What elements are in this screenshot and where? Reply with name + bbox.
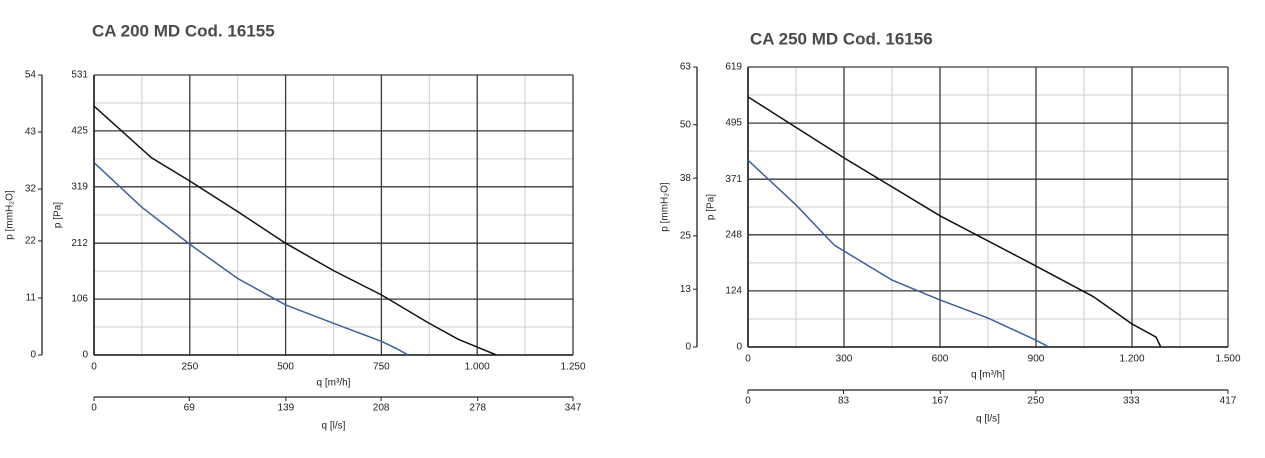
y2-tick-label: 63 (680, 62, 692, 73)
curve (747, 159, 1050, 348)
x-tick-label: 300 (836, 354, 853, 365)
chart-title: CA 200 MD Cod. 16155 (92, 21, 275, 40)
y-tick-label: 619 (725, 62, 742, 73)
x-tick-label: 1.250 (560, 362, 585, 373)
x-tick-label: 1.500 (1215, 354, 1240, 365)
y2-tick-label: 54 (25, 70, 37, 81)
x-tick-label: 1.000 (465, 362, 490, 373)
curve (747, 96, 1162, 348)
y-tick-label: 106 (71, 294, 88, 305)
x2-tick-label: 347 (565, 403, 582, 414)
curve (93, 105, 497, 356)
x2-tick-label: 0 (91, 403, 97, 414)
chart-title: CA 250 MD Cod. 16156 (750, 29, 933, 48)
x-tick-label: 600 (932, 354, 949, 365)
y2-tick-label: 0 (30, 350, 36, 361)
x-tick-label: 0 (91, 362, 97, 373)
y-tick-label: 124 (725, 286, 742, 297)
y2-tick-label: 22 (25, 236, 37, 247)
y-tick-label: 248 (725, 229, 742, 240)
x-axis-label: q [m³/h] (317, 378, 351, 389)
y2-tick-label: 25 (680, 231, 692, 242)
y2-tick-label: 43 (25, 127, 37, 138)
y2-tick-label: 0 (685, 342, 691, 353)
curve (93, 161, 409, 356)
x2-tick-label: 139 (278, 403, 295, 414)
x2-axis-label: q [l/s] (976, 414, 1000, 425)
x2-axis-label: q [l/s] (322, 421, 346, 432)
y2-tick-label: 13 (680, 284, 692, 295)
x2-tick-label: 69 (184, 403, 196, 414)
y-tick-label: 495 (725, 118, 742, 129)
x-tick-label: 0 (745, 354, 751, 365)
y2-tick-label: 38 (680, 173, 692, 184)
y2-tick-label: 50 (680, 119, 692, 130)
y-tick-label: 531 (71, 70, 88, 81)
y-tick-label: 319 (71, 181, 88, 192)
y-tick-label: 425 (71, 126, 88, 137)
x-tick-label: 1.200 (1119, 354, 1144, 365)
y-axis-label: p [Pa] (706, 194, 717, 220)
x2-tick-label: 417 (1220, 396, 1237, 407)
y-tick-label: 371 (725, 174, 742, 185)
x2-tick-label: 0 (745, 396, 751, 407)
x2-tick-label: 167 (932, 396, 949, 407)
x-tick-label: 900 (1028, 354, 1045, 365)
x2-tick-label: 83 (838, 396, 850, 407)
y-axis-label: p [Pa] (53, 202, 64, 228)
y2-axis-label: p [mmH₂O] (660, 182, 671, 232)
y2-tick-label: 32 (25, 184, 37, 195)
x2-tick-label: 208 (373, 403, 390, 414)
x-tick-label: 750 (373, 362, 390, 373)
y2-tick-label: 11 (26, 293, 37, 304)
x-axis-label: q [m³/h] (971, 370, 1005, 381)
x-tick-label: 250 (181, 362, 198, 373)
x2-tick-label: 278 (469, 403, 486, 414)
y2-axis-label: p [mmH₂O] (5, 190, 16, 240)
x2-tick-label: 333 (1123, 396, 1140, 407)
y-tick-label: 0 (736, 342, 742, 353)
y-tick-label: 212 (71, 238, 88, 249)
y-tick-label: 0 (82, 350, 88, 361)
x-tick-label: 500 (277, 362, 294, 373)
x2-tick-label: 250 (1027, 396, 1044, 407)
